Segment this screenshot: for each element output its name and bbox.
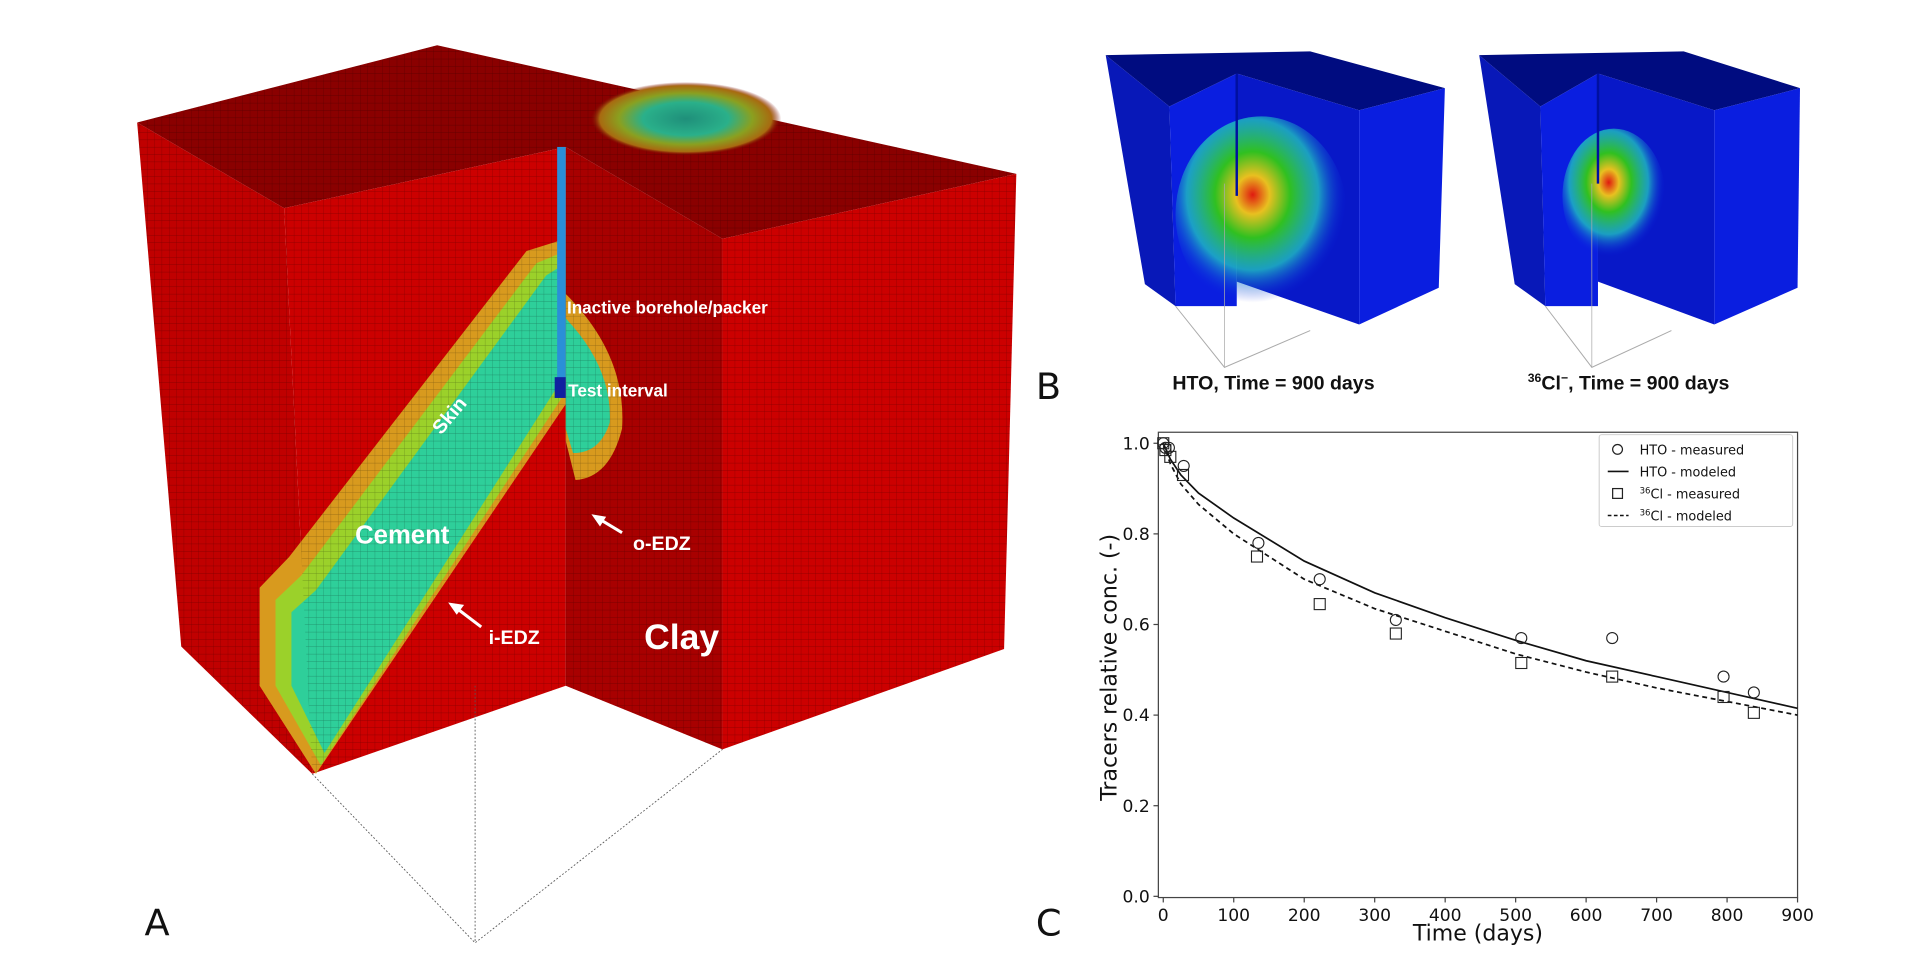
panel-label-b: B: [1036, 365, 1061, 408]
cl-plume: [1562, 128, 1666, 264]
legend: HTO - measured HTO - modeled 36Cl - meas…: [1598, 434, 1794, 528]
label-cement: Cement: [355, 522, 450, 550]
cutout-wireframe: [311, 685, 723, 944]
legend-hto-modeled: HTO - modeled: [1640, 465, 1736, 480]
label-borehole: Inactive borehole/packer: [567, 297, 768, 317]
top-face-plume: [590, 82, 782, 156]
x-axis-label: Time (days): [1412, 921, 1543, 946]
data-point-circle: [1252, 536, 1265, 549]
legend-circle-marker: [1612, 443, 1624, 455]
y-tick-label: 1.0: [1123, 434, 1150, 454]
legend-cl-modeled: 36Cl - modeled: [1640, 509, 1732, 525]
data-point-square: [1164, 450, 1177, 463]
test-interval: [554, 377, 566, 398]
data-point-circle: [1515, 632, 1528, 645]
panel-b-hto-model: [1105, 51, 1445, 368]
label-test-interval: Test interval: [568, 381, 668, 401]
data-point-square: [1606, 670, 1619, 683]
data-point-square: [1176, 468, 1190, 482]
label-clay: Clay: [644, 617, 719, 657]
label-i-edz: i-EDZ: [489, 627, 540, 649]
panel-a-mesh-model: Inactive borehole/packer Test interval S…: [137, 45, 1017, 944]
hto-plume: [1175, 116, 1347, 313]
borehole: [557, 146, 566, 380]
data-point-square: [1159, 443, 1172, 457]
data-point-square: [1717, 690, 1730, 704]
y-axis-label: Tracers relative conc. (-): [1098, 534, 1123, 802]
data-point-square: [1747, 706, 1760, 719]
data-point-square: [1250, 550, 1264, 563]
y-tick-label: 0.0: [1123, 887, 1150, 907]
x-tick-label: 300: [1358, 906, 1391, 926]
x-tick-label: 700: [1640, 906, 1673, 926]
plot-frame: [1157, 431, 1799, 899]
data-point-square: [1389, 627, 1402, 640]
legend-hto-measured: HTO - measured: [1640, 443, 1745, 458]
data-point-circle: [1177, 459, 1190, 472]
x-tick-label: 500: [1499, 906, 1532, 926]
arrow-icon: [448, 514, 623, 629]
x-tick-label: 400: [1429, 906, 1462, 926]
x-tick-label: 0: [1158, 906, 1169, 926]
x-tick-label: 900: [1781, 906, 1814, 926]
data-point-square: [1515, 656, 1528, 670]
legend-cl-measured: 36Cl - measured: [1640, 486, 1740, 502]
y-tick-label: 0.2: [1123, 797, 1150, 817]
x-tick-label: 200: [1288, 906, 1321, 926]
panel-label-a: A: [144, 902, 169, 945]
data-point-square: [1313, 598, 1326, 611]
x-tick-label: 600: [1570, 906, 1603, 926]
data-point-circle: [1606, 632, 1619, 645]
cl-title: 36Cl−, Time = 900 days: [1528, 371, 1730, 394]
x-tick-label: 800: [1711, 906, 1744, 926]
data-point-circle: [1313, 573, 1326, 586]
panel-label-c: C: [1036, 902, 1062, 945]
y-tick-label: 0.4: [1123, 706, 1150, 726]
legend-square-marker: [1612, 487, 1624, 499]
hto-title: HTO, Time = 900 days: [1172, 372, 1374, 394]
y-tick-label: 0.6: [1123, 616, 1150, 636]
series-line-1: [1162, 442, 1798, 710]
data-point-circle: [1747, 686, 1760, 699]
data-point-circle: [1717, 670, 1730, 683]
series-line-3: [1162, 442, 1798, 716]
data-point-square: [1157, 437, 1170, 450]
label-o-edz: o-EDZ: [633, 533, 691, 555]
panel-b-cl-model: [1479, 51, 1800, 368]
y-tick-label: 0.8: [1123, 525, 1150, 545]
data-point-circle: [1389, 613, 1402, 627]
panel-c-chart: 0 100 200 300 400 500 600 700 800 900 0.0 0.2 0.4 0.…: [1098, 431, 1814, 946]
x-tick-label: 100: [1217, 906, 1250, 926]
